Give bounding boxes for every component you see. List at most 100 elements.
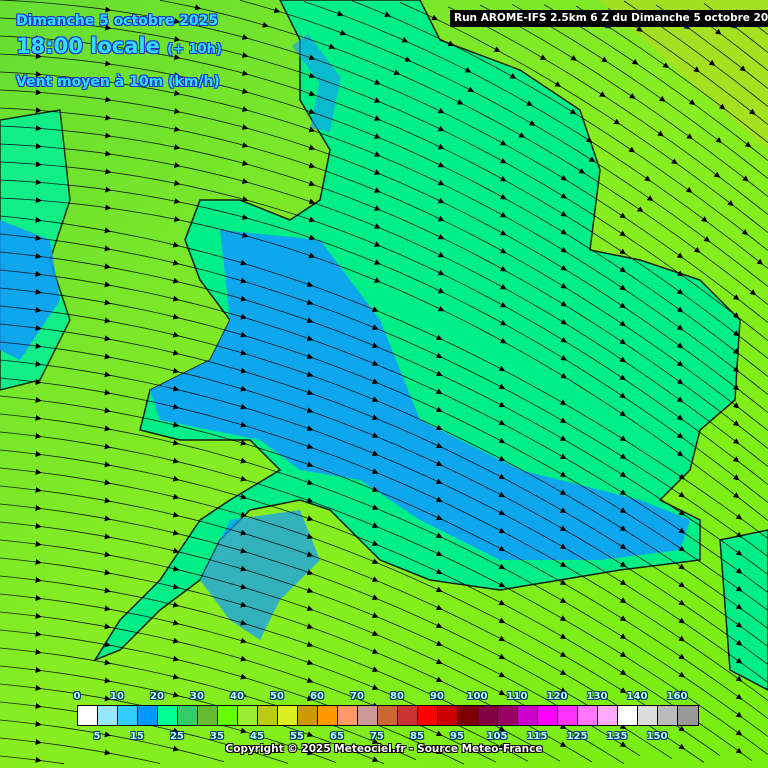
wind-arrow-icon (371, 738, 379, 744)
wind-arrow-icon (498, 455, 506, 462)
wind-arrow-icon (678, 725, 686, 732)
wind-arrow-icon (671, 158, 678, 165)
wind-arrow-icon (35, 197, 42, 204)
wind-arrow-icon (559, 507, 567, 514)
wind-arrow-icon (401, 37, 409, 43)
wind-arrow-icon (374, 151, 381, 157)
wind-arrow-icon (173, 198, 181, 205)
wind-arrow-icon (173, 72, 181, 79)
wind-arrow-icon (499, 193, 507, 200)
wind-arrow-icon (240, 691, 247, 698)
wind-arrow-icon (104, 749, 111, 756)
legend-bottom-label: 150 (646, 731, 668, 742)
streamline (0, 89, 768, 413)
wind-arrow-icon (308, 144, 316, 151)
wind-arrow-icon (35, 379, 42, 385)
wind-arrow-icon (560, 300, 568, 307)
wind-arrow-icon (732, 438, 740, 445)
legend-swatch (238, 706, 258, 725)
wind-arrow-icon (735, 585, 743, 592)
wind-arrow-icon (172, 475, 180, 482)
legend-swatch (318, 706, 338, 725)
wind-arrow-icon (35, 179, 42, 186)
wind-arrow-icon (35, 161, 42, 168)
streamline (0, 233, 768, 557)
wind-arrow-icon (676, 252, 684, 259)
wind-arrow-icon (560, 210, 568, 217)
wind-arrow-icon (498, 671, 506, 678)
wind-arrow-icon (435, 460, 443, 467)
wind-arrow-icon (306, 281, 314, 288)
wind-arrow-icon (173, 216, 181, 223)
wind-arrow-icon (559, 687, 567, 694)
wind-arrow-icon (104, 389, 111, 396)
legend-swatch (118, 706, 138, 725)
wind-arrow-icon (498, 545, 506, 552)
wind-arrow-icon (240, 673, 247, 680)
streamline (0, 287, 768, 611)
wind-arrow-icon (732, 456, 740, 463)
wind-arrow-icon (371, 432, 379, 438)
wind-arrow-icon (240, 295, 247, 302)
wind-arrow-icon (678, 635, 686, 642)
legend-swatch (378, 706, 398, 725)
wind-arrow-icon (499, 157, 507, 164)
wind-arrow-icon (371, 324, 379, 330)
wind-arrow-icon (306, 479, 314, 486)
wind-arrow-icon (240, 529, 247, 536)
wind-arrow-icon (678, 473, 686, 480)
wind-arrow-icon (306, 677, 314, 684)
streamline (0, 665, 385, 765)
legend-swatch (158, 706, 178, 725)
wind-arrow-icon (498, 509, 506, 516)
legend-bottom-label: 115 (526, 731, 548, 742)
wind-arrow-icon (678, 671, 686, 678)
wind-arrow-icon (105, 132, 112, 139)
wind-arrow-icon (498, 383, 506, 390)
legend-swatch (418, 706, 438, 725)
legend-swatch (578, 706, 598, 725)
wind-arrow-icon (435, 388, 443, 395)
wind-arrow-icon (570, 55, 578, 61)
wind-arrow-icon (499, 139, 507, 146)
wind-arrow-icon (498, 581, 506, 588)
wind-arrow-icon (172, 619, 180, 626)
wind-arrow-icon (732, 492, 740, 499)
wind-arrow-icon (240, 367, 247, 374)
wind-arrow-icon (371, 684, 379, 690)
wind-arrow-icon (371, 540, 379, 546)
legend-swatch (78, 706, 98, 725)
streamline (0, 503, 673, 760)
wind-arrow-icon (241, 160, 249, 166)
wind-arrow-icon (435, 496, 443, 503)
legend-swatch (278, 706, 298, 725)
legend-top-label: 140 (626, 691, 648, 702)
wind-arrow-icon (559, 489, 567, 496)
wind-arrow-icon (105, 60, 112, 67)
wind-arrow-icon (578, 168, 586, 174)
wind-arrow-icon (262, 21, 269, 28)
wind-arrow-icon (374, 205, 381, 211)
wind-arrow-icon (240, 277, 247, 284)
wind-arrow-icon (104, 425, 111, 432)
wind-arrow-icon (735, 603, 743, 610)
wind-arrow-icon (173, 36, 181, 43)
wind-arrow-icon (172, 367, 180, 374)
wind-arrow-icon (619, 489, 627, 496)
legend-swatch (498, 706, 518, 725)
wind-arrow-icon (306, 533, 314, 540)
legend-top-label: 60 (310, 691, 324, 702)
wind-arrow-icon (676, 360, 684, 367)
wind-arrow-icon (756, 258, 764, 265)
wind-arrow-icon (104, 497, 111, 504)
wind-arrow-icon (559, 543, 567, 550)
legend-bottom-label: 45 (250, 731, 264, 742)
legend-swatch (298, 706, 318, 725)
wind-arrow-icon (35, 397, 42, 403)
legend-swatch (178, 706, 198, 725)
wind-arrow-icon (172, 277, 180, 284)
streamline (0, 17, 768, 341)
legend-bottom-label: 65 (330, 731, 344, 742)
wind-arrow-icon (35, 107, 42, 114)
legend-top-label: 130 (586, 691, 608, 702)
